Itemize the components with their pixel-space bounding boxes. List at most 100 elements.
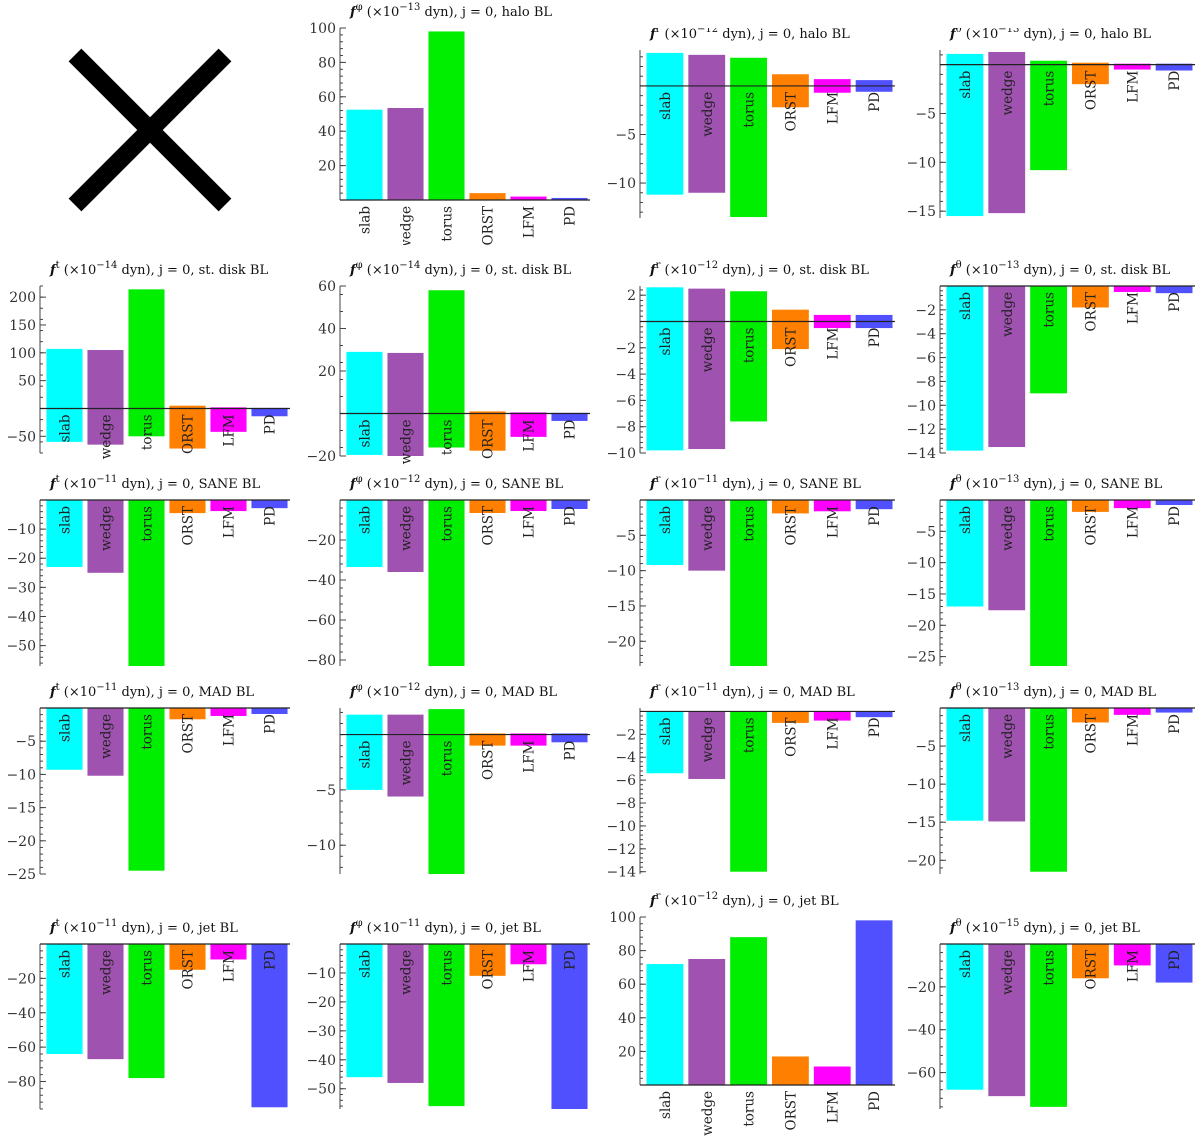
category-label: PD	[563, 740, 579, 760]
y-tick-label: −20	[906, 980, 936, 996]
y-tick-label: −2	[915, 303, 936, 319]
y-tick-label: 100	[609, 910, 636, 926]
y-tick-label: −10	[606, 564, 636, 580]
bar-slab	[946, 944, 984, 1090]
category-label: wedge	[700, 1091, 716, 1136]
chart-c15: fθ (×10−13 dyn), j = 0, MAD BL −20 −15 −10 −…	[906, 682, 1195, 874]
y-tick-label: −10	[606, 446, 636, 462]
y-tick-label: −15	[606, 599, 636, 615]
y-tick-label: −8	[615, 420, 636, 436]
y-tick-label: −4	[915, 327, 936, 343]
category-label: LFM	[825, 327, 841, 359]
y-tick-label: −20	[906, 853, 936, 869]
bar-positive-torus	[128, 289, 165, 409]
y-tick-label: −6	[615, 773, 636, 789]
chart-c9: fφ (×10−12 dyn), j = 0, SANE BL −80 −60 −40…	[306, 474, 590, 669]
category-label: PD	[563, 419, 579, 439]
bar-torus	[128, 708, 165, 871]
category-label: slab	[358, 741, 374, 769]
category-label: PD	[867, 506, 883, 526]
category-label: ORST	[181, 506, 197, 546]
bar-LFM	[813, 85, 851, 93]
y-tick-label: −10	[6, 522, 36, 538]
bar-LFM	[510, 944, 547, 965]
chart-title: fθ (×10−13 dyn), j = 0, halo BL	[949, 28, 1151, 42]
category-label: ORST	[783, 1091, 799, 1131]
category-label: torus	[140, 506, 156, 542]
bar-LFM	[510, 196, 547, 200]
category-label: ORST	[783, 717, 799, 756]
bar-wedge	[387, 413, 424, 456]
y-tick-label: −8	[915, 374, 936, 390]
bar-positive-slab	[646, 287, 684, 322]
y-tick-label: 40	[318, 322, 336, 338]
category-label: ORST	[181, 714, 197, 754]
bar-wedge	[87, 408, 124, 445]
category-label: ORST	[1083, 714, 1099, 754]
y-tick-label: −20	[306, 449, 336, 465]
y-tick-label: 50	[18, 374, 36, 390]
bar-positive-torus	[428, 290, 465, 414]
chart-title: fr (×10−11 dyn), j = 0, MAD BL	[649, 682, 855, 700]
bar-wedge	[688, 321, 726, 450]
category-label: LFM	[522, 506, 538, 538]
category-label: PD	[867, 1091, 883, 1111]
category-label: PD	[1167, 506, 1183, 526]
bar-wedge	[988, 708, 1026, 822]
category-label: torus	[440, 950, 456, 986]
chart-c10: fr (×10−11 dyn), j = 0, SANE BL −20 −15 −10…	[606, 474, 895, 666]
bar-PD	[251, 500, 288, 509]
y-tick-label: −20	[306, 533, 336, 549]
bar-slab	[46, 408, 83, 442]
bar-ORST	[469, 500, 506, 513]
category-label: torus	[1042, 506, 1058, 542]
category-label: slab	[958, 292, 974, 320]
category-label: PD	[263, 506, 279, 526]
y-tick-label: −4	[615, 750, 636, 766]
y-tick-label: 150	[9, 318, 36, 334]
category-label: PD	[263, 414, 279, 434]
bar-positive-ORST	[169, 405, 206, 409]
bar-LFM	[1113, 944, 1151, 966]
category-label: LFM	[825, 92, 841, 124]
bar-positive-wedge	[688, 54, 726, 86]
bar-wedge	[387, 944, 424, 1083]
y-tick-label: −10	[306, 838, 336, 854]
y-tick-label: −80	[6, 1075, 36, 1091]
category-label: slab	[658, 717, 674, 745]
category-label: slab	[658, 1091, 674, 1119]
chart-title: fr (×10−11 dyn), j = 0, SANE BL	[649, 474, 861, 492]
y-tick-label: 80	[618, 944, 636, 960]
bar-positive-wedge	[688, 288, 726, 322]
bar-PD	[551, 944, 588, 1109]
y-tick-label: −30	[6, 580, 36, 596]
chart-c1: fφ (×10−13 dyn), j = 0, halo BL 20 40 60 80 1…	[309, 2, 590, 245]
y-tick-label: −20	[6, 551, 36, 567]
bar-positive-slab	[646, 52, 684, 86]
bar-ORST	[1072, 500, 1109, 512]
cross-mark-icon	[68, 48, 232, 212]
category-label: PD	[867, 717, 883, 737]
bar-PD	[551, 734, 588, 743]
chart-title: fφ (×10−11 dyn), j = 0, jet BL	[349, 918, 541, 936]
bar-PD	[1155, 286, 1193, 294]
category-label: slab	[958, 714, 974, 742]
bar-LFM	[210, 408, 247, 432]
bar-LFM	[813, 711, 851, 721]
category-label: slab	[658, 92, 674, 120]
category-label: ORST	[1083, 292, 1099, 332]
chart-title: fφ (×10−12 dyn), j = 0, MAD BL	[349, 682, 557, 700]
bar-PD	[551, 413, 588, 421]
bar-ORST	[169, 944, 206, 970]
bar-torus	[428, 500, 465, 666]
bar-torus	[730, 937, 767, 1085]
bar-wedge	[688, 500, 726, 571]
y-tick-label: −8	[615, 796, 636, 812]
category-label: wedge	[1000, 714, 1016, 759]
bar-PD	[551, 500, 588, 509]
bar-ORST	[169, 708, 206, 720]
chart-title: ft (×10−14 dyn), j = 0, st. disk BL	[49, 260, 268, 278]
chart-c18: fr (×10−12 dyn), j = 0, jet BL 20 40 60 80 10…	[609, 891, 895, 1136]
y-tick-label: −14	[606, 865, 636, 881]
